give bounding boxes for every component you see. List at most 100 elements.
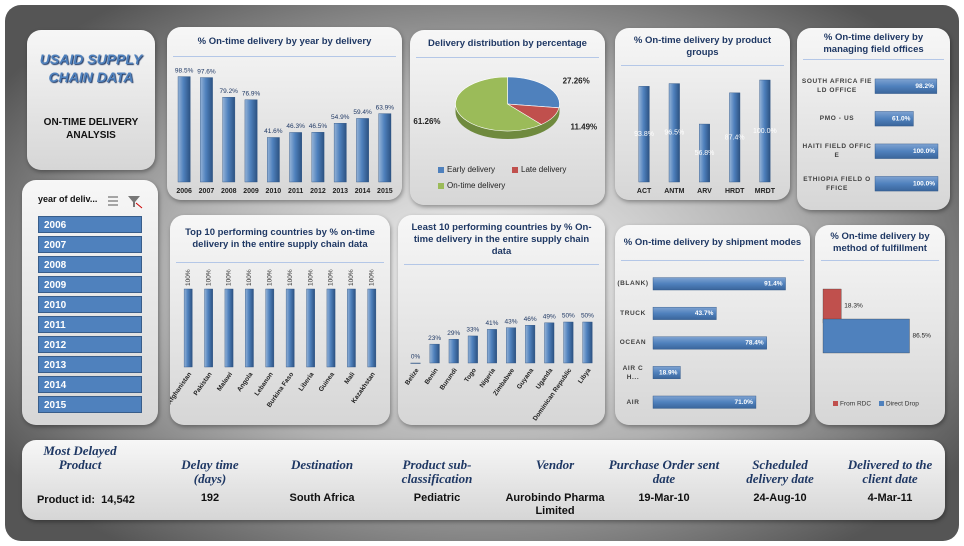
bar — [244, 99, 258, 183]
chart-panel: Least 10 performing countries by % On-ti… — [398, 215, 605, 425]
bar — [652, 395, 757, 409]
bar — [326, 288, 336, 368]
column-value: 192 — [200, 492, 220, 504]
slicer-item[interactable]: 2010 — [38, 296, 142, 313]
delayed-title: Most Delayed Product — [43, 443, 117, 472]
category-label: 2006 — [176, 188, 192, 195]
chart-plot: 0% Belize 23% Benin 29% Burundi 33% Togo 41% Nige… — [404, 313, 594, 423]
slicer-item[interactable]: 2012 — [38, 336, 142, 353]
bar — [333, 123, 347, 183]
value-label: 100% — [287, 269, 294, 286]
value-label: 97.6% — [197, 68, 216, 75]
value-label: 0% — [411, 354, 421, 361]
slicer-item[interactable]: 2006 — [38, 216, 142, 233]
dashboard-title: USAID SUPPLY CHAIN DATA — [39, 51, 143, 85]
bar — [486, 329, 497, 364]
bar — [874, 78, 938, 94]
legend-swatch — [438, 183, 444, 189]
bar — [563, 321, 574, 364]
bar — [874, 176, 939, 192]
year-slicer: year of deliv... 2006 2007 2008 2009 2010 201… — [22, 180, 158, 425]
chart-body: 98.2% 61.0% 100.0% 100.0% SOUTH AFRICA FIELD… — [797, 60, 950, 210]
category-label: HAITI FIELD OFFICE — [802, 143, 872, 160]
chart-title: % On-time delivery by shipment modes — [621, 225, 804, 261]
bar — [448, 339, 459, 364]
column-value: 19-Mar-10 — [638, 492, 690, 504]
chart-panel: Top 10 performing countries by % on-time… — [170, 215, 390, 425]
value-label: 100.0% — [913, 180, 935, 187]
bar — [224, 288, 234, 368]
chart-body: 91.4% 43.7% 78.4% 18.9% 71.0% (BLANK) TRUCK OCE… — [615, 261, 810, 425]
column-value: 24-Aug-10 — [753, 492, 807, 504]
slicer-item[interactable]: 2007 — [38, 236, 142, 253]
value-label: 100% — [348, 269, 355, 286]
multi-select-icon[interactable] — [108, 196, 118, 206]
bar — [467, 335, 478, 364]
column-header: Product sub-classification — [401, 457, 473, 486]
slicer-item[interactable]: 2011 — [38, 316, 142, 333]
chart-title: % On-time delivery by managing field off… — [803, 28, 944, 60]
category-label: 2015 — [377, 188, 393, 195]
slicer-item[interactable]: 2014 — [38, 376, 142, 393]
chart-title: % On-time delivery by year by delivery — [173, 27, 396, 57]
legend-swatch — [879, 401, 884, 406]
chart-panel: % On-time delivery by method of fulfillm… — [815, 225, 945, 425]
category-label: Mali — [343, 371, 356, 386]
category-label: Libya — [577, 367, 593, 385]
value-label: 91.4% — [764, 281, 783, 288]
category-label: Benin — [424, 367, 440, 386]
chart-plot: 98.2% 61.0% 100.0% 100.0% — [874, 78, 939, 192]
legend-label: On-time delivery — [447, 181, 505, 190]
bar — [544, 322, 555, 364]
legend-label: From RDC — [840, 401, 871, 408]
category-label: ARV — [697, 188, 712, 195]
value-label: 46% — [524, 316, 537, 323]
header-panel: USAID SUPPLY CHAIN DATA ON-TIME DELIVERY… — [27, 30, 155, 170]
category-label: Togo — [463, 367, 478, 384]
value-label: 43.7% — [695, 310, 714, 317]
clear-filter-icon[interactable] — [128, 196, 143, 209]
chart-body: 100% Afghanistan 100% Pakistan 100% Malawi 100… — [170, 263, 390, 425]
category-label: Burundi — [439, 367, 459, 392]
legend-label: Direct Drop — [886, 401, 919, 408]
bar — [289, 132, 302, 183]
category-label: TRUCK — [620, 309, 646, 317]
value-label: 100% — [185, 269, 192, 286]
value-label: 33% — [466, 327, 479, 334]
category-label: 2014 — [355, 188, 371, 195]
slicer-item[interactable]: 2008 — [38, 256, 142, 273]
value-label: 100% — [246, 269, 253, 286]
slicer-item[interactable]: 2015 — [38, 396, 142, 413]
chart-body: 27.26% Early delivery 11.49% Late delivery 6… — [410, 58, 605, 205]
value-label: 63.9% — [376, 104, 395, 111]
category-label: PMO - US — [819, 115, 855, 123]
category-label: 2007 — [199, 188, 215, 195]
slicer-item[interactable]: 2009 — [38, 276, 142, 293]
bar — [652, 277, 786, 291]
value-label: 41% — [485, 320, 498, 327]
value-label: 100% — [328, 269, 335, 286]
value-label: 100% — [205, 269, 212, 286]
chart-plot: 98.5% 2006 97.6% 2007 79.2% 2008 76.9% 2009 41.6… — [175, 67, 395, 195]
bar — [822, 318, 910, 354]
bar — [822, 288, 842, 324]
slicer-item[interactable]: 2013 — [38, 356, 142, 373]
value-label: 100.0% — [913, 148, 935, 155]
value-label: 46.3% — [286, 123, 305, 130]
column-header: Scheduled delivery date — [746, 457, 814, 486]
column-value: 4-Mar-11 — [867, 492, 913, 504]
category-label: Angola — [236, 371, 255, 393]
value-label: 98.5% — [175, 67, 194, 74]
bar — [429, 343, 440, 364]
chart-plot: 91.4% 43.7% 78.4% 18.9% 71.0% — [652, 277, 786, 409]
bar — [311, 132, 325, 183]
value-label: 100% — [369, 269, 376, 286]
bar — [285, 288, 295, 368]
value-label: 27.26% — [563, 77, 590, 86]
value-label: 98.2% — [915, 83, 934, 90]
value-label: 23% — [428, 335, 441, 342]
product-id: 14,542 — [101, 494, 135, 506]
column-header: Purchase Order sent date — [608, 457, 720, 486]
bar — [204, 288, 213, 368]
